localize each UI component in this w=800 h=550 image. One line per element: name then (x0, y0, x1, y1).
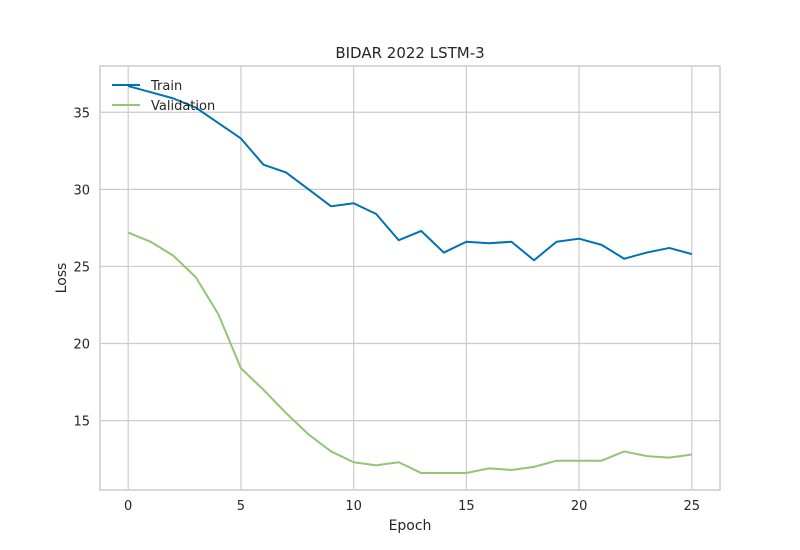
data-point-train (533, 259, 535, 261)
data-point-validation (488, 467, 490, 469)
y-tick-label: 20 (73, 338, 90, 353)
data-point-validation (556, 460, 558, 462)
data-point-validation (601, 460, 603, 462)
data-point-train (398, 239, 400, 241)
data-point-train (465, 241, 467, 243)
data-point-train (308, 188, 310, 190)
data-point-train (488, 242, 490, 244)
data-point-train (691, 253, 693, 255)
data-point-validation (691, 454, 693, 456)
chart-title: BIDAR 2022 LSTM-3 (335, 44, 484, 62)
data-point-validation (308, 433, 310, 435)
tick-layer: 0 5 10 15 20 25 15 20 25 30 35 (73, 106, 700, 514)
data-point-train (285, 171, 287, 173)
data-point-train (623, 258, 625, 260)
data-point-validation (217, 313, 219, 315)
data-point-validation (353, 461, 355, 463)
data-point-validation (330, 450, 332, 452)
data-point-train (443, 252, 445, 254)
data-point-validation (240, 367, 242, 369)
data-point-validation (375, 464, 377, 466)
data-point-validation (533, 466, 535, 468)
data-point-train (646, 252, 648, 254)
y-tick-label: 25 (73, 260, 90, 275)
data-point-train (240, 137, 242, 139)
grid-layer (100, 66, 720, 490)
x-tick-label: 20 (571, 499, 588, 514)
legend: Train Validation (112, 79, 215, 114)
data-point-validation (420, 472, 422, 474)
data-point-validation (150, 241, 152, 243)
x-tick-label: 15 (458, 499, 475, 514)
data-point-validation (646, 455, 648, 457)
data-point-train (668, 247, 670, 249)
data-point-train (601, 244, 603, 246)
x-tick-label: 25 (684, 499, 701, 514)
x-axis-label: Epoch (389, 518, 432, 534)
series-line-validation (127, 231, 692, 475)
data-point-validation (465, 472, 467, 474)
data-point-train (375, 213, 377, 215)
legend-label-train: Train (150, 79, 182, 94)
x-tick-label: 10 (345, 499, 362, 514)
data-point-train (420, 230, 422, 232)
data-point-train (578, 238, 580, 240)
data-point-train (217, 122, 219, 124)
y-axis-label: Loss (54, 263, 70, 294)
data-point-train (510, 241, 512, 243)
data-point-validation (195, 276, 197, 278)
data-point-validation (443, 472, 445, 474)
data-point-validation (623, 450, 625, 452)
x-tick-label: 0 (124, 499, 132, 514)
y-tick-label: 30 (73, 183, 90, 198)
data-point-train (556, 241, 558, 243)
legend-label-validation: Validation (151, 99, 215, 114)
data-point-validation (172, 255, 174, 257)
series-layer (127, 85, 693, 475)
data-point-validation (668, 457, 670, 459)
data-point-train (262, 164, 264, 166)
data-point-train (353, 202, 355, 204)
data-point-validation (285, 412, 287, 414)
data-point-validation (127, 232, 129, 234)
data-point-validation (262, 389, 264, 391)
data-point-validation (578, 460, 580, 462)
plot-frame (99, 65, 721, 491)
data-point-validation (398, 461, 400, 463)
y-tick-label: 35 (73, 106, 90, 121)
data-point-validation (510, 469, 512, 471)
y-tick-label: 15 (73, 415, 90, 430)
series-line-train (127, 85, 693, 262)
data-point-train (330, 205, 332, 207)
x-tick-label: 5 (237, 499, 245, 514)
